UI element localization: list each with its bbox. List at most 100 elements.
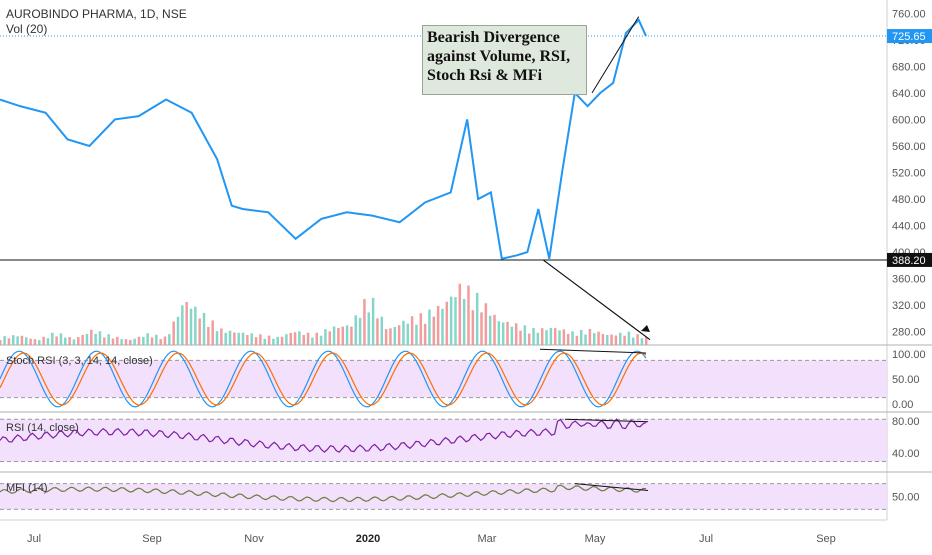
volume-bar	[337, 328, 340, 345]
price-tick-2: 360.00	[892, 274, 926, 286]
volume-bar	[571, 331, 574, 345]
volume-bar	[172, 321, 175, 345]
volume-bar	[341, 326, 345, 345]
stoch-rsi-band	[0, 360, 887, 398]
volume-bar	[488, 315, 492, 345]
volume-bar	[302, 334, 305, 345]
time-tick-1: Sep	[142, 533, 162, 545]
volume-bar	[263, 338, 266, 345]
volume-bar	[458, 283, 462, 345]
volume-bar	[42, 336, 45, 345]
price-tick-8: 600.00	[892, 114, 926, 126]
mfi-divergence-line	[574, 483, 649, 491]
volume-bar	[376, 318, 379, 345]
volume-bar	[198, 318, 201, 345]
volume-bar	[7, 338, 11, 345]
volume-bar	[85, 334, 89, 345]
stoch-rsi-tick-2: 0.00	[892, 399, 913, 411]
rsi-title: RSI (14, close)	[6, 422, 79, 434]
volume-bar	[592, 333, 596, 345]
volume-bar	[211, 320, 214, 345]
symbol-title: AUROBINDO PHARMA, 1D, NSE	[6, 7, 187, 21]
volume-bar	[155, 334, 158, 345]
price-tick-6: 520.00	[892, 168, 926, 180]
volume-bar	[142, 336, 145, 345]
volume-bar	[324, 329, 327, 345]
volume-bar	[549, 327, 553, 345]
volume-bar	[579, 329, 583, 345]
rsi-line	[0, 418, 647, 453]
volume-bar	[107, 334, 110, 345]
stoch-d-line	[0, 352, 647, 406]
volume-bar	[293, 332, 297, 345]
volume-bar	[480, 312, 483, 345]
volume-bar	[237, 332, 240, 345]
volume-bar	[484, 303, 488, 345]
volume-bar	[194, 306, 197, 345]
volume-bar	[640, 338, 644, 345]
volume-bar	[558, 330, 561, 345]
divergence-annotation[interactable]: Bearish Divergence against Volume, RSI, …	[422, 25, 587, 95]
volume-bar	[59, 333, 63, 345]
volume-bar	[436, 305, 440, 345]
volume-bar	[246, 335, 249, 345]
volume-bar	[306, 332, 310, 345]
rsi-tick-1: 40.00	[892, 448, 920, 460]
volume-bar	[181, 305, 184, 345]
price-line	[0, 18, 647, 260]
volume-bar	[536, 332, 540, 345]
stoch-rsi-tick-1: 50.00	[892, 374, 920, 386]
volume-bar	[384, 329, 388, 345]
volume-bar	[532, 328, 535, 345]
volume-bar	[272, 338, 275, 345]
price-tick-5: 480.00	[892, 194, 926, 206]
price-tick-12: 760.00	[892, 8, 926, 20]
volume-bar	[25, 337, 28, 345]
volume-bar	[319, 335, 323, 345]
volume-divergence-arrow	[542, 259, 651, 341]
volume-bar	[20, 335, 24, 345]
volume-bar	[233, 332, 236, 345]
rising-trendline	[591, 16, 640, 94]
volume-bar	[623, 335, 626, 345]
volume-bar	[406, 323, 410, 345]
arrow-head	[641, 325, 650, 332]
volume-bar	[432, 316, 436, 345]
price-tick-10: 680.00	[892, 61, 926, 73]
stoch-divergence-line	[539, 348, 647, 354]
volume-bar	[267, 335, 271, 345]
volume-bar	[289, 332, 292, 345]
time-tick-5: May	[585, 533, 606, 545]
volume-bar	[402, 320, 405, 345]
mfi-line	[0, 484, 647, 503]
volume-bar	[519, 330, 522, 345]
volume-bar	[428, 309, 431, 345]
volume-bar	[33, 339, 37, 345]
volume-bar	[601, 333, 605, 345]
volume-bar	[68, 337, 71, 345]
volume-bar	[280, 336, 284, 345]
volume-bar	[445, 301, 449, 345]
volume-bar	[259, 334, 262, 345]
volume-bar	[38, 340, 41, 345]
volume-bar	[202, 312, 206, 345]
volume-bar	[627, 331, 631, 345]
volume-bar	[254, 337, 258, 345]
volume-bar	[146, 333, 149, 345]
volume-bar	[120, 339, 123, 345]
volume-bar	[111, 338, 115, 345]
last-price-badge	[887, 29, 932, 44]
volume-bar	[3, 336, 6, 345]
volume-bar	[415, 324, 418, 345]
volume-bar	[610, 334, 613, 345]
volume-bar	[150, 337, 154, 345]
volume-bar	[410, 316, 414, 345]
volume-bar	[129, 339, 132, 345]
price-tick-7: 560.00	[892, 141, 926, 153]
price-tick-9: 640.00	[892, 88, 926, 100]
volume-bar	[81, 334, 84, 345]
volume-bar	[215, 331, 219, 345]
volume-bar	[345, 325, 349, 345]
